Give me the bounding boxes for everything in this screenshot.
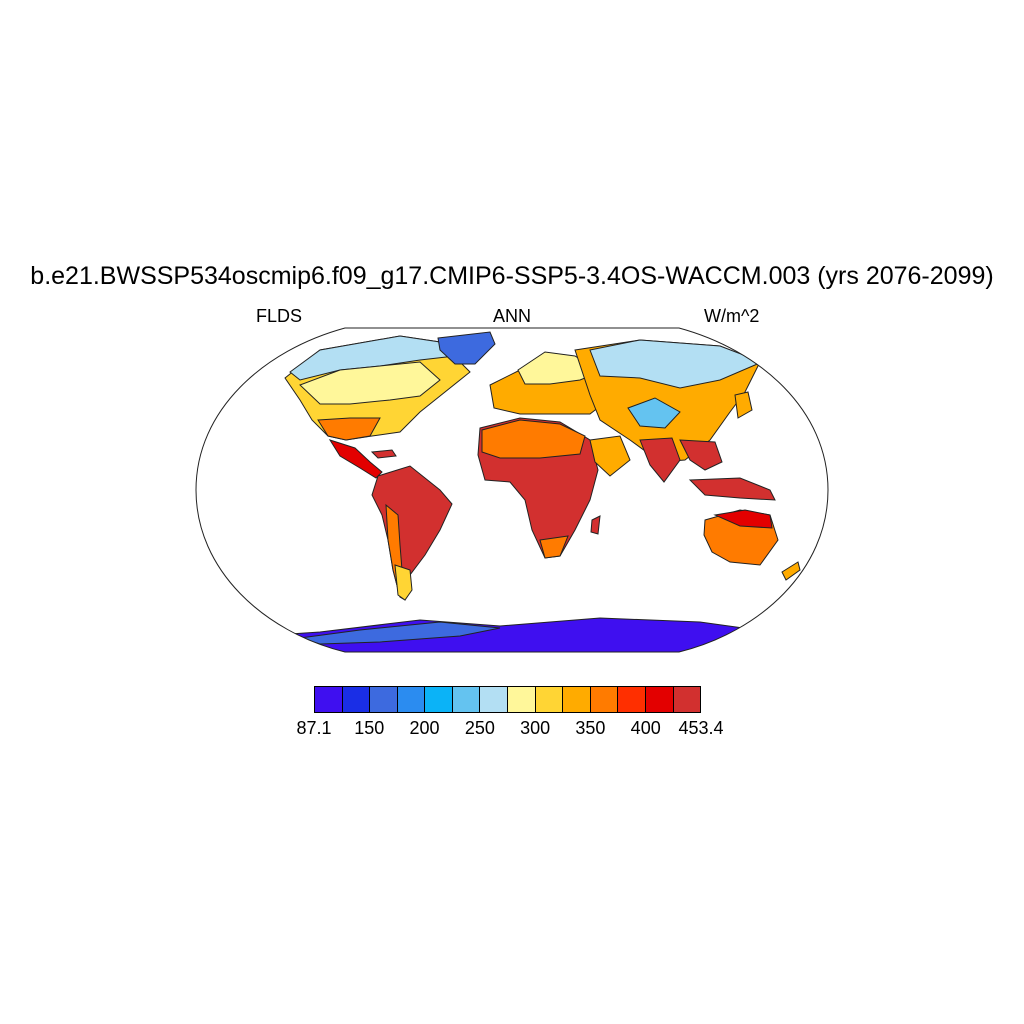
plot-title: b.e21.BWSSP534oscmip6.f09_g17.CMIP6-SSP5… — [30, 262, 994, 290]
greenland — [437, 331, 496, 365]
colorbar-swatch — [397, 687, 426, 712]
new-zealand — [781, 561, 801, 581]
india — [639, 437, 681, 483]
colorbar-swatch — [425, 687, 453, 712]
colorbar-swatch — [645, 687, 674, 712]
variable-label: FLDS — [256, 306, 303, 326]
central-america — [328, 439, 383, 479]
colorbar-tick-label: 150 — [354, 718, 385, 738]
southeast-asia — [679, 439, 723, 471]
africa-north — [481, 419, 586, 459]
colorbar-labels: 87.1 150 200 250 300 350 400 453.4 — [0, 718, 1024, 742]
north-america-north — [289, 335, 457, 381]
colorbar — [314, 686, 701, 713]
colorbar-swatch — [563, 687, 591, 712]
australia-north — [713, 509, 773, 529]
japan — [734, 391, 753, 419]
colorbar-tick-label: 250 — [464, 718, 495, 738]
indonesia — [688, 477, 776, 501]
units-label: W/m^2 — [704, 306, 760, 326]
season-label: ANN — [492, 306, 532, 326]
colorbar-tick-label: 300 — [520, 718, 551, 738]
colorbar-swatch — [342, 687, 371, 712]
antarctica-coast — [299, 621, 501, 645]
caribbean — [370, 449, 397, 459]
tibet-plateau — [627, 397, 681, 429]
colorbar-swatch — [480, 687, 509, 712]
antarctica — [199, 617, 828, 652]
colorbar-swatch — [508, 687, 536, 712]
colorbar-swatch — [452, 687, 481, 712]
colorbar-swatch — [315, 687, 343, 712]
south-america-patagonia — [394, 564, 413, 601]
colorbar-tick-label: 400 — [630, 718, 661, 738]
africa-south — [539, 535, 569, 559]
arabia — [589, 435, 631, 477]
colorbar-tick-label: 350 — [575, 718, 606, 738]
madagascar — [590, 515, 601, 535]
north-america-mid — [299, 361, 441, 405]
colorbar-swatch — [590, 687, 619, 712]
colorbar-swatch — [673, 687, 701, 712]
north-america-south — [317, 417, 381, 441]
siberia — [589, 339, 764, 389]
colorbar-swatch — [618, 687, 646, 712]
colorbar-swatch — [535, 687, 564, 712]
colorbar-swatch — [370, 687, 398, 712]
map-boundary — [195, 327, 829, 653]
colorbar-tick-label: 87.1 — [296, 718, 332, 738]
colorbar-tick-label: 453.4 — [678, 718, 724, 738]
colorbar-tick-label: 200 — [409, 718, 440, 738]
south-america — [371, 465, 453, 601]
